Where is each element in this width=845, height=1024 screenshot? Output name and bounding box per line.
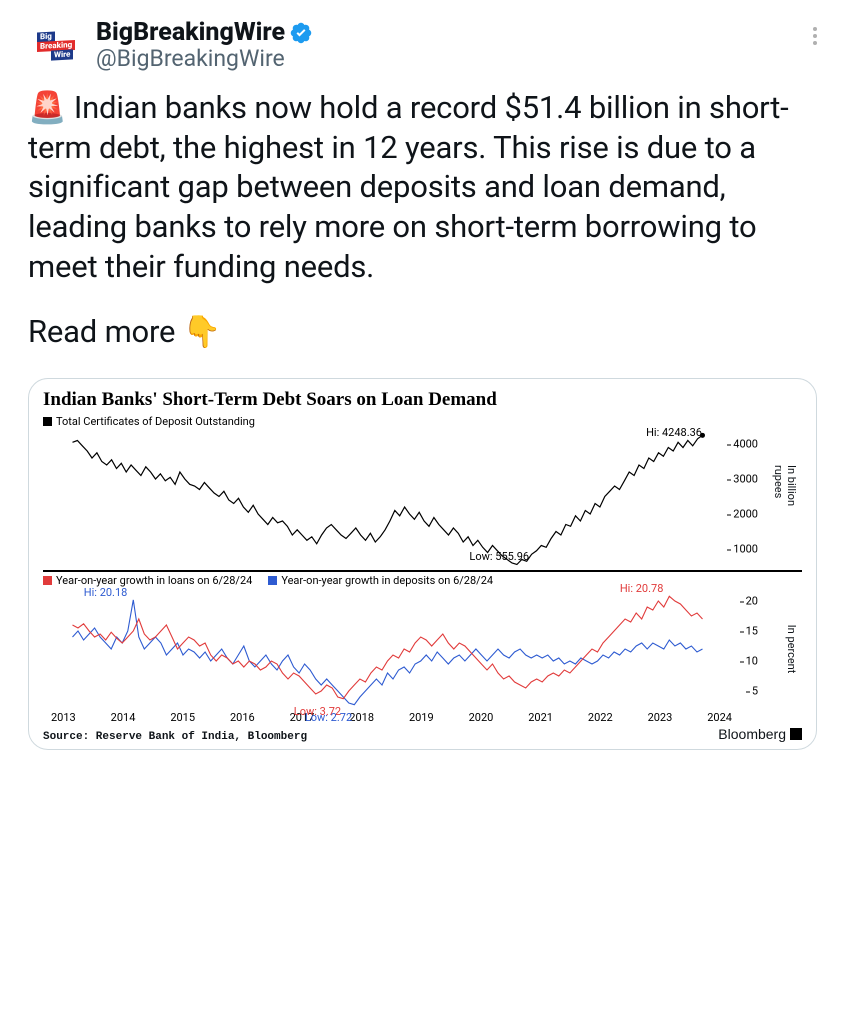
tweet-text: 🚨 Indian banks now hold a record $51.4 b… — [28, 88, 817, 352]
legend-swatch-red-icon — [43, 576, 52, 585]
tweet-paragraph-1: 🚨 Indian banks now hold a record $51.4 b… — [28, 88, 817, 286]
legend-deposits-label: Year-on-year growth in deposits on 6/28/… — [281, 574, 493, 587]
tweet-header: Big Breaking Wire BigBreakingWire @BigBr… — [28, 18, 817, 74]
x-tick-label: 2022 — [588, 711, 613, 724]
legend-swatch-black-icon — [43, 417, 52, 426]
x-tick-label: 2013 — [51, 711, 76, 724]
top-y-unit-label: In billion rupees — [772, 465, 798, 535]
tweet-container: Big Breaking Wire BigBreakingWire @BigBr… — [0, 0, 845, 760]
x-tick-label: 2021 — [528, 711, 553, 724]
chart-source: Source: Reserve Bank of India, Bloomberg — [43, 731, 307, 743]
x-axis-labels: 2013201420152016201720182019202020212022… — [43, 711, 802, 724]
chart-title: Indian Banks' Short-Term Debt Soars on L… — [43, 389, 802, 411]
bottom-y-unit-label: In percent — [785, 625, 798, 674]
top-low-annotation: Low: 555.96 — [469, 550, 529, 563]
top-chart-panel: Hi: 4248.36 Low: 555.96 In billion rupee… — [43, 430, 802, 570]
x-tick-label: 2015 — [170, 711, 195, 724]
legend-swatch-blue-icon — [268, 576, 277, 585]
bottom-hi-loans-annotation: Hi: 20.78 — [620, 582, 664, 595]
bloomberg-icon — [790, 728, 802, 740]
panel-divider — [43, 570, 802, 572]
top-legend-label: Total Certificates of Deposit Outstandin… — [56, 415, 255, 428]
x-tick-label: 2018 — [349, 711, 374, 724]
handle[interactable]: @BigBreakingWire — [96, 45, 313, 72]
bottom-hi-deposits-annotation: Hi: 20.18 — [84, 586, 128, 599]
x-tick-label: 2024 — [707, 711, 732, 724]
top-hi-annotation: Hi: 4248.36 — [646, 426, 702, 439]
bottom-low-deposits-annotation: Low: 2.72 — [305, 711, 352, 724]
x-tick-label: 2020 — [469, 711, 494, 724]
avatar[interactable]: Big Breaking Wire — [28, 18, 84, 74]
bottom-legend: Year-on-year growth in loans on 6/28/24 … — [43, 574, 802, 587]
x-tick-label: 2016 — [230, 711, 255, 724]
tweet-paragraph-2: Read more 👇 — [28, 312, 817, 352]
source-line: Source: Reserve Bank of India, Bloomberg… — [43, 726, 802, 743]
account-names: BigBreakingWire @BigBreakingWire — [96, 18, 313, 72]
chart-card[interactable]: Indian Banks' Short-Term Debt Soars on L… — [28, 378, 817, 750]
x-tick-label: 2014 — [111, 711, 136, 724]
x-tick-label: 2023 — [648, 711, 673, 724]
provider-label: Bloomberg — [718, 726, 802, 742]
avatar-logo: Big Breaking Wire — [37, 32, 75, 60]
verified-badge-icon — [289, 21, 313, 45]
more-options-icon[interactable] — [813, 18, 817, 48]
x-tick-label: 2019 — [409, 711, 434, 724]
bottom-chart-panel: Hi: 20.78 Low: 3.72 Hi: 20.18 Low: 2.72 … — [43, 589, 802, 709]
display-name[interactable]: BigBreakingWire — [96, 18, 285, 47]
